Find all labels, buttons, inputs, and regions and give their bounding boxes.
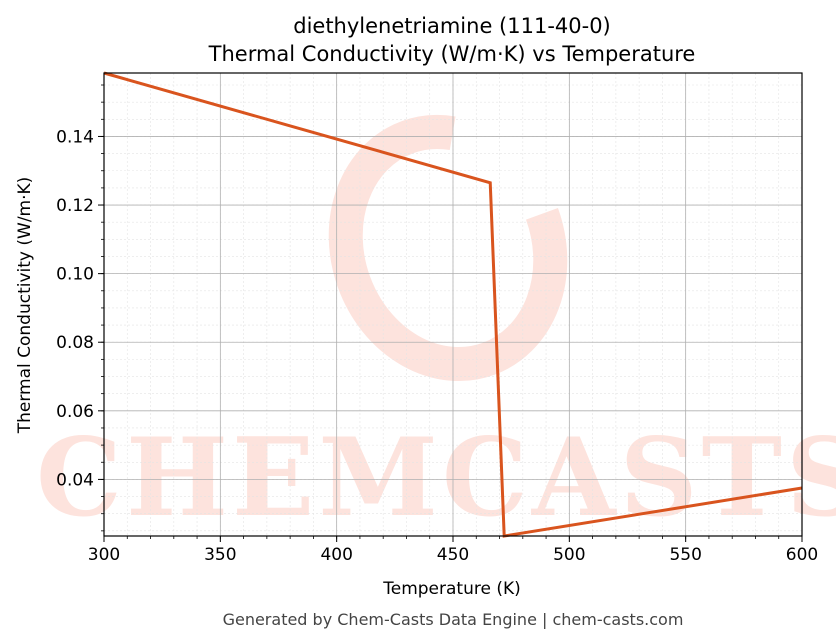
- x-axis: 300 350 400 450 500 550 600: [88, 536, 818, 565]
- y-axis-label: Thermal Conductivity (W/m·K): [15, 177, 35, 435]
- x-tick-label: 450: [437, 545, 469, 565]
- x-tick-label: 550: [669, 545, 701, 565]
- watermark-logo: CHEMCASTS: [36, 114, 836, 541]
- watermark-ring: [328, 114, 568, 382]
- y-axis: 0.04 0.06 0.08 0.10 0.12 0.14: [56, 84, 104, 532]
- series-line: [103, 71, 803, 538]
- y-tick-label: 0.10: [56, 265, 94, 285]
- major-grid: [103, 73, 803, 536]
- x-tick-label: 400: [320, 545, 352, 565]
- watermark-text: CHEMCASTS: [36, 415, 836, 541]
- chart-subtitle: Thermal Conductivity (W/m·K) vs Temperat…: [208, 42, 696, 66]
- y-tick-label: 0.04: [56, 470, 94, 490]
- series-layer: [103, 71, 803, 538]
- x-tick-label: 500: [553, 545, 585, 565]
- y-tick-label: 0.14: [56, 127, 94, 147]
- x-tick-label: 600: [786, 545, 818, 565]
- x-tick-label: 300: [88, 545, 120, 565]
- x-tick-label: 350: [204, 545, 236, 565]
- y-tick-label: 0.06: [56, 402, 94, 422]
- chart-title: diethylenetriamine (111-40-0): [293, 14, 611, 38]
- y-tick-label: 0.08: [56, 333, 94, 353]
- y-tick-label: 0.12: [56, 196, 94, 216]
- x-axis-label: Temperature (K): [382, 579, 521, 599]
- footer-credit: Generated by Chem-Casts Data Engine | ch…: [223, 610, 684, 629]
